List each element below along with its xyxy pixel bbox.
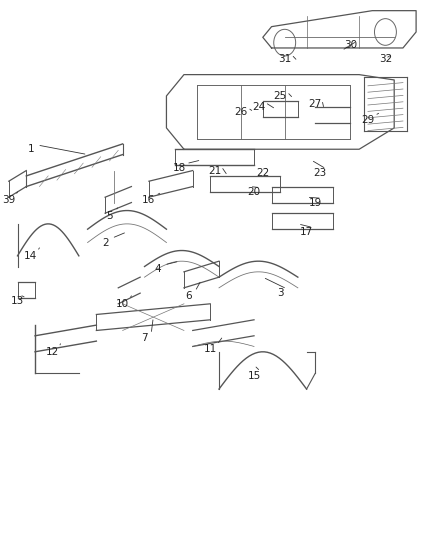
- Text: 20: 20: [247, 187, 261, 197]
- Text: 2: 2: [102, 238, 109, 247]
- Text: 39: 39: [2, 195, 15, 205]
- Text: 29: 29: [361, 115, 374, 125]
- Text: 30: 30: [344, 41, 357, 50]
- Text: 23: 23: [313, 168, 326, 178]
- Text: 27: 27: [309, 99, 322, 109]
- Text: 3: 3: [277, 288, 284, 298]
- Text: 19: 19: [309, 198, 322, 207]
- Text: 31: 31: [278, 54, 291, 63]
- Text: 15: 15: [247, 371, 261, 381]
- Text: 14: 14: [24, 251, 37, 261]
- Text: 18: 18: [173, 163, 186, 173]
- Text: 24: 24: [252, 102, 265, 111]
- Text: 13: 13: [11, 296, 24, 306]
- Text: 4: 4: [154, 264, 161, 274]
- Text: 25: 25: [274, 91, 287, 101]
- Text: 5: 5: [106, 211, 113, 221]
- Text: 11: 11: [204, 344, 217, 354]
- Text: 22: 22: [256, 168, 269, 178]
- Text: 12: 12: [46, 347, 59, 357]
- Text: 6: 6: [185, 291, 192, 301]
- Text: 17: 17: [300, 227, 313, 237]
- Text: 10: 10: [116, 299, 129, 309]
- Text: 1: 1: [27, 144, 34, 154]
- Text: 7: 7: [141, 334, 148, 343]
- Text: 32: 32: [379, 54, 392, 63]
- Text: 16: 16: [142, 195, 155, 205]
- Text: 21: 21: [208, 166, 221, 175]
- Text: 26: 26: [234, 107, 247, 117]
